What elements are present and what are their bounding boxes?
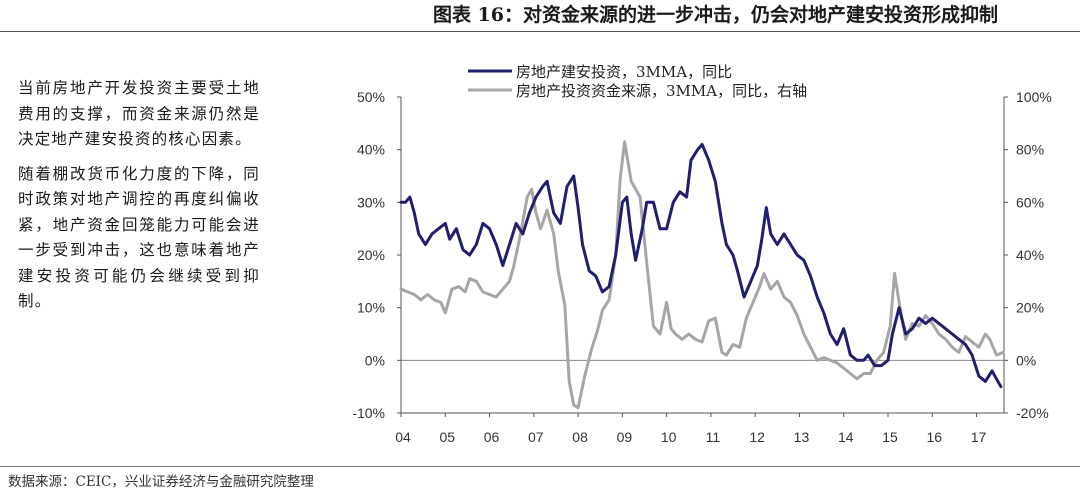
data-source: 数据来源：CEIC，兴业证券经济与金融研究院整理 xyxy=(8,474,314,490)
right-tick-label: -20% xyxy=(1016,405,1049,421)
figure-title: 图表 16：对资金来源的进一步冲击，仍会对地产建安投资形成抑制 xyxy=(432,4,998,26)
left-tick-label: 30% xyxy=(357,194,385,210)
x-tick-label: 05 xyxy=(439,429,455,445)
x-tick-label: 07 xyxy=(528,429,544,445)
commentary-paragraph-2: 随着棚改货币化力度的下降，同时政策对地产调控的再度纠偏收紧，地产资金回笼能力可能… xyxy=(18,164,260,311)
left-tick-label: -10% xyxy=(352,405,385,421)
left-tick-label: 40% xyxy=(357,142,385,158)
x-tick-label: 15 xyxy=(882,429,898,445)
x-tick-label: 17 xyxy=(971,429,987,445)
x-tick-label: 04 xyxy=(395,429,411,445)
right-tick-label: 0% xyxy=(1016,352,1036,368)
x-tick-label: 14 xyxy=(838,429,854,445)
right-tick-label: 100% xyxy=(1016,89,1052,105)
x-tick-label: 16 xyxy=(926,429,942,445)
chart-axes: -10% 0% 10% 20% 30% 40% 50% -20% 0% 20% 40% 60% 80% 1… xyxy=(352,89,1052,445)
left-tick-label: 20% xyxy=(357,247,385,263)
line-chart: -10% 0% 10% 20% 30% 40% 50% -20% 0% 20% 40% 60% 80% 1… xyxy=(352,63,1052,445)
right-tick-label: 60% xyxy=(1016,194,1044,210)
x-tick-label: 08 xyxy=(572,429,588,445)
right-tick-label: 20% xyxy=(1016,300,1044,316)
series-line-funding-source xyxy=(399,140,1005,410)
x-tick-label: 12 xyxy=(749,429,765,445)
x-tick-label: 13 xyxy=(794,429,810,445)
right-tick-label: 40% xyxy=(1016,247,1044,263)
x-tick-label: 09 xyxy=(617,429,633,445)
left-tick-label: 50% xyxy=(357,89,385,105)
right-tick-label: 80% xyxy=(1016,142,1044,158)
chart-series xyxy=(399,140,1005,410)
x-tick-label: 06 xyxy=(484,429,500,445)
footer-divider xyxy=(0,466,1080,467)
x-tick-label: 11 xyxy=(706,429,721,445)
left-tick-label: 10% xyxy=(357,300,385,316)
left-tick-label: 0% xyxy=(365,352,385,368)
title-divider xyxy=(0,31,1080,32)
x-tick-label: 10 xyxy=(661,429,677,445)
commentary-paragraph-1: 当前房地产开发投资主要受土地费用的支撑，而资金来源仍然是决定地产建安投资的核心因… xyxy=(18,79,260,148)
legend-label-funding-source: 房地产投资资金来源，3MMA，同比，右轴 xyxy=(516,82,807,100)
commentary-sidebar: 当前房地产开发投资主要受土地费用的支撑，而资金来源仍然是决定地产建安投资的核心因… xyxy=(18,76,260,324)
legend-label-construction-investment: 房地产建安投资，3MMA，同比 xyxy=(516,63,732,81)
series-line-construction-investment xyxy=(399,142,1003,389)
